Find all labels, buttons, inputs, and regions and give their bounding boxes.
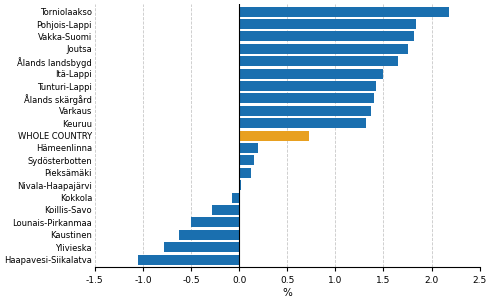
Bar [232, 192, 239, 203]
Bar [239, 168, 251, 178]
Bar [239, 81, 376, 91]
Bar [191, 217, 239, 227]
Bar [239, 93, 374, 104]
Bar [239, 7, 449, 17]
Bar [239, 44, 408, 54]
Bar [164, 242, 239, 252]
Bar [239, 130, 309, 141]
Bar [239, 155, 253, 165]
Bar [239, 19, 416, 29]
X-axis label: %: % [282, 288, 292, 298]
Bar [239, 143, 258, 153]
Bar [179, 230, 239, 240]
Bar [239, 118, 366, 128]
Bar [239, 69, 383, 79]
Bar [239, 106, 371, 116]
Bar [239, 180, 241, 190]
Bar [239, 31, 414, 41]
Bar [239, 56, 398, 66]
Bar [138, 255, 239, 265]
Bar [212, 205, 239, 215]
